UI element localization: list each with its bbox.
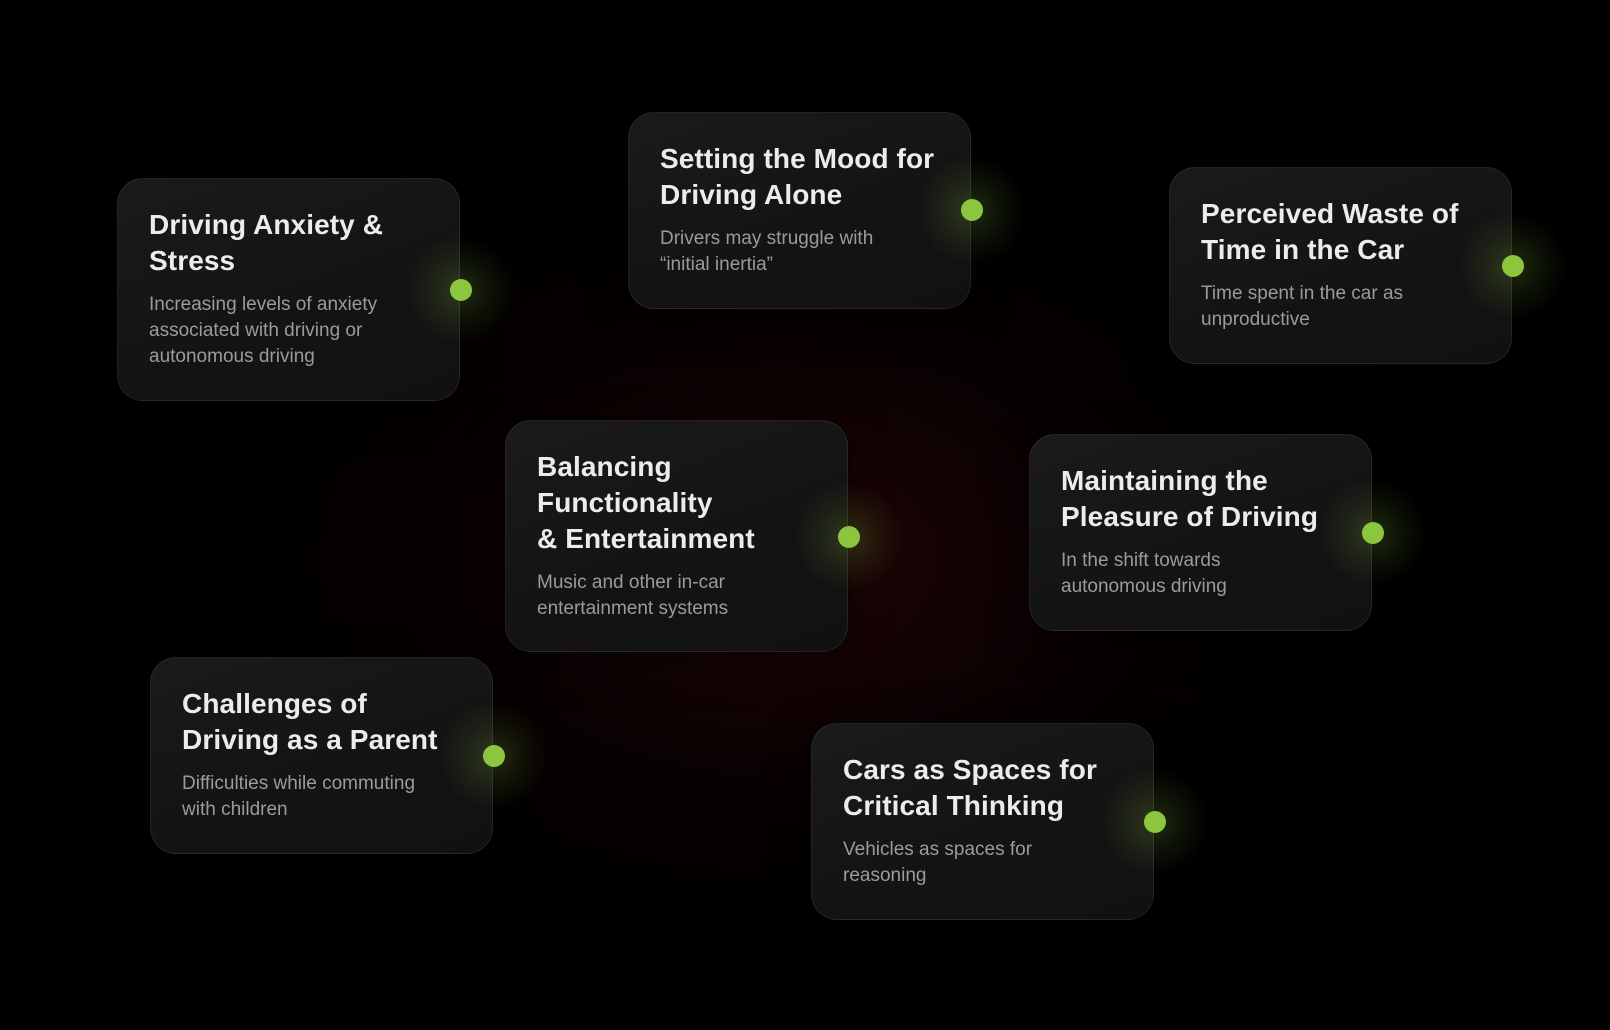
card-description: Drivers may struggle with “initial inert… [660, 228, 874, 275]
card-title: Cars as Spaces for Critical Thinking [843, 754, 1097, 821]
card-challenges-as-parent: Challenges of Driving as a Parent Diffic… [150, 657, 493, 854]
card-title: Balancing Functionality & Entertainment [537, 451, 755, 554]
card-title: Driving Anxiety & Stress [149, 209, 384, 276]
card-description: Vehicles as spaces for reasoning [843, 839, 1033, 886]
card-description: In the shift towards autonomous driving [1061, 550, 1227, 597]
connector-dot [450, 279, 472, 301]
card-balancing-functionality: Balancing Functionality & Entertainment … [505, 420, 848, 652]
card-title: Challenges of Driving as a Parent [182, 688, 438, 755]
connector-dot [961, 199, 983, 221]
connector-dot [483, 745, 505, 767]
connector-dot [1502, 255, 1524, 277]
card-driving-anxiety: Driving Anxiety & Stress Increasing leve… [117, 178, 460, 401]
connector-dot [1362, 522, 1384, 544]
card-setting-the-mood: Setting the Mood for Driving Alone Drive… [628, 112, 971, 309]
card-description: Increasing levels of anxiety associated … [149, 294, 378, 367]
card-description: Music and other in-car entertainment sys… [537, 572, 729, 619]
card-perceived-waste-of-time: Perceived Waste of Time in the Car Time … [1169, 167, 1512, 364]
card-title: Setting the Mood for Driving Alone [660, 143, 935, 210]
connector-dot [1144, 811, 1166, 833]
connector-dot [838, 526, 860, 548]
card-cars-as-spaces: Cars as Spaces for Critical Thinking Veh… [811, 723, 1154, 920]
card-title: Perceived Waste of Time in the Car [1201, 198, 1459, 265]
card-description: Difficulties while commuting with childr… [182, 773, 416, 820]
card-maintaining-pleasure: Maintaining the Pleasure of Driving In t… [1029, 434, 1372, 631]
card-title: Maintaining the Pleasure of Driving [1061, 465, 1319, 532]
card-description: Time spent in the car as unproductive [1201, 283, 1404, 330]
